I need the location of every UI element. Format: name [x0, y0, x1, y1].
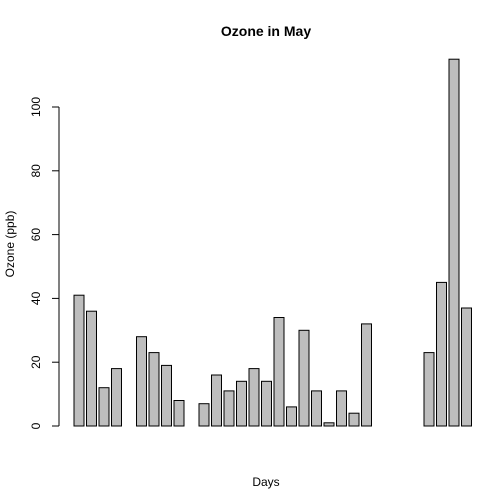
bar-day-1: [73, 294, 85, 427]
bar-day-21: [323, 422, 335, 427]
bar-day-32: [461, 307, 472, 427]
x-axis-label: Days: [252, 475, 279, 489]
y-tick-label-60: 60: [29, 228, 43, 242]
bar-day-31: [448, 58, 460, 427]
y-tick-label-20: 20: [29, 355, 43, 369]
bar-day-8: [161, 364, 172, 427]
bar-day-9: [173, 400, 185, 427]
bar-day-16: [261, 380, 272, 427]
bar-day-18: [286, 406, 297, 427]
bar-day-3: [98, 387, 110, 427]
bar-day-30: [436, 281, 447, 427]
bar-day-14: [236, 380, 247, 427]
bar-day-11: [198, 403, 210, 427]
bar-day-19: [298, 329, 310, 427]
bar-day-22: [336, 390, 347, 427]
bar-day-2: [86, 310, 97, 427]
y-tick-label-80: 80: [29, 164, 43, 178]
bar-day-15: [248, 368, 260, 427]
bar-day-7: [148, 352, 160, 427]
y-tick-label-0: 0: [29, 422, 43, 429]
bar-day-20: [311, 390, 322, 427]
chart-title: Ozone in May: [221, 23, 311, 39]
y-axis: 0 20 40 60 80 100: [29, 97, 60, 429]
bar-day-29: [423, 352, 435, 427]
y-tick-label-40: 40: [29, 291, 43, 305]
bar-day-6: [136, 336, 147, 427]
bar-day-24: [361, 323, 372, 427]
y-tick-label-100: 100: [29, 97, 43, 117]
y-axis-label: Ozone (ppb): [3, 211, 17, 278]
bar-day-12: [211, 374, 222, 427]
bar-day-23: [348, 412, 360, 427]
bar-day-17: [273, 317, 285, 427]
bar-day-4: [111, 368, 122, 427]
bars-group: [73, 58, 472, 427]
bar-day-13: [223, 390, 235, 427]
